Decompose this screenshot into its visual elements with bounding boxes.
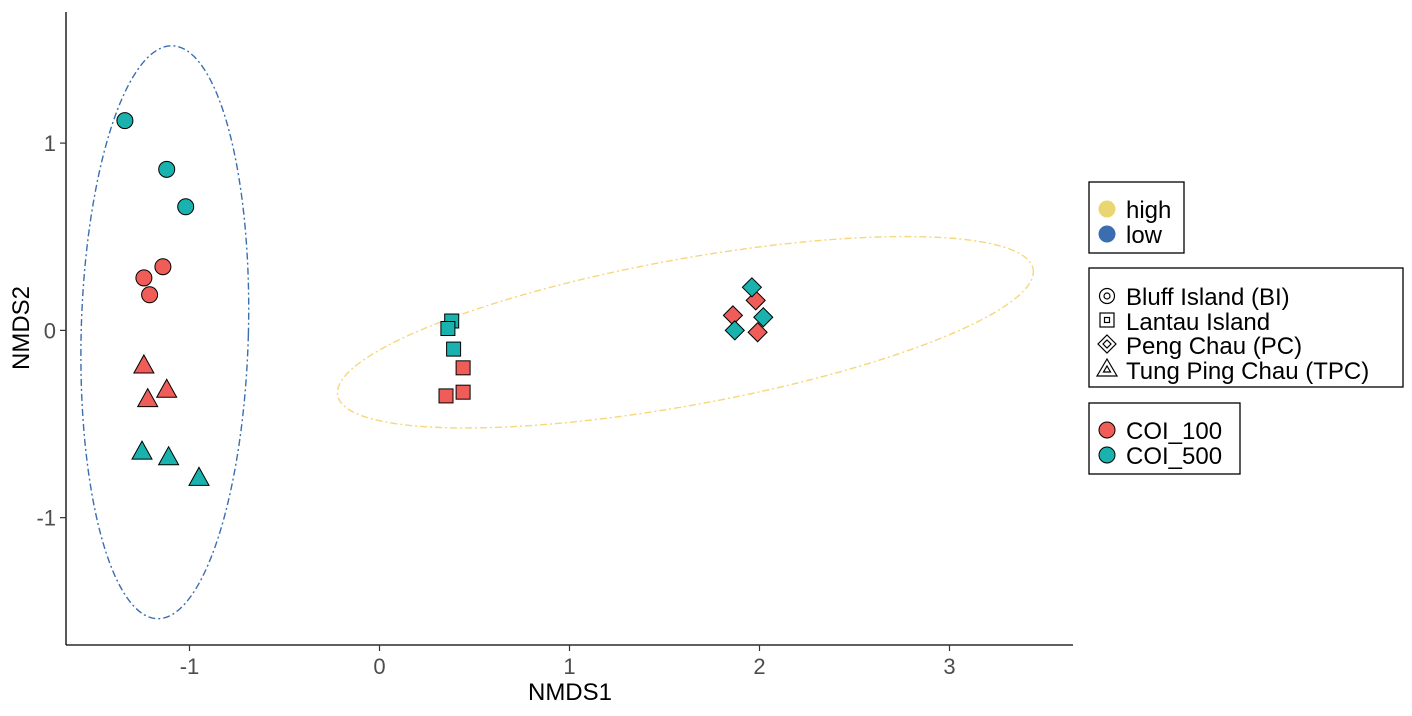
data-point-diamond-coi-500 [753, 307, 774, 328]
data-point-square-coi-100 [438, 388, 454, 404]
diamond-icon [1097, 334, 1117, 354]
data-point-triangle-coi-500 [188, 466, 210, 486]
data-point-circle-coi-500 [177, 198, 195, 216]
x-axis-title: NMDS1 [528, 679, 612, 706]
legend-label-coi-100: COI_100 [1126, 418, 1222, 445]
legend-label-peng-chau: Peng Chau (PC) [1126, 333, 1302, 360]
data-point-circle-coi-500 [158, 160, 176, 178]
x-tick-label: 0 [373, 654, 385, 679]
x-tick-label: 1 [563, 654, 575, 679]
data-point-triangle-coi-100 [133, 353, 155, 374]
legend-ellipse-group: high low [1088, 181, 1185, 254]
legend-swatch-coi-500 [1098, 446, 1116, 464]
legend-box [1088, 402, 1241, 475]
y-axis-title: NMDS2 [8, 286, 35, 370]
data-point-triangle-coi-500 [157, 445, 180, 466]
legend-marker-group: COI_100 COI_500 [1088, 402, 1241, 475]
data-point-diamond-coi-100 [722, 305, 744, 326]
legend-swatch-high [1098, 200, 1116, 218]
x-tick-label: -1 [180, 654, 200, 679]
legend-label-bluff-island: Bluff Island (BI) [1126, 284, 1290, 311]
circle-icon [1098, 287, 1116, 305]
legend-box [1088, 267, 1404, 388]
ticks: -1 0 1 2 3 -1 0 1 [36, 131, 955, 679]
legend-swatch-low [1098, 225, 1116, 243]
data-point-circle-coi-100 [141, 286, 159, 304]
legend-swatch-coi-100 [1098, 421, 1116, 439]
legend-label-coi-500: COI_500 [1126, 443, 1222, 470]
confidence-ellipse-high [336, 235, 1035, 429]
legend-label-tung-ping-chau: Tung Ping Chau (TPC) [1126, 358, 1369, 385]
y-tick-label: 0 [44, 318, 56, 343]
square-icon [1099, 312, 1115, 328]
data-point-diamond-coi-500 [724, 320, 746, 341]
y-tick-label: -1 [36, 506, 56, 531]
x-tick-label: 2 [753, 654, 765, 679]
points-layer [116, 112, 774, 486]
data-point-circle-coi-500 [116, 112, 134, 130]
x-tick-label: 3 [943, 654, 955, 679]
data-point-circle-coi-100 [154, 258, 172, 276]
data-point-diamond-coi-100 [747, 322, 768, 343]
data-point-triangle-coi-100 [155, 378, 178, 398]
data-point-triangle-coi-500 [131, 440, 153, 460]
data-point-square-coi-500 [440, 321, 456, 336]
data-point-square-coi-500 [446, 341, 462, 357]
legend-label-high: high [1126, 197, 1171, 224]
axes [65, 12, 1073, 646]
data-point-circle-coi-100 [135, 269, 153, 287]
y-tick-label: 1 [44, 131, 56, 156]
legend-site-group: Bluff Island (BI) Lantau Island Peng Cha… [1088, 267, 1404, 388]
triangle-icon [1095, 357, 1119, 377]
legend-label-low: low [1126, 222, 1163, 249]
ellipses-layer [80, 45, 1035, 620]
data-point-square-coi-100 [455, 360, 471, 376]
legend-label-lantau-island: Lantau Island [1126, 309, 1270, 336]
data-point-square-coi-100 [455, 384, 471, 400]
confidence-ellipse-low [80, 45, 250, 620]
data-point-diamond-coi-500 [741, 277, 763, 298]
data-point-triangle-coi-100 [136, 387, 159, 408]
